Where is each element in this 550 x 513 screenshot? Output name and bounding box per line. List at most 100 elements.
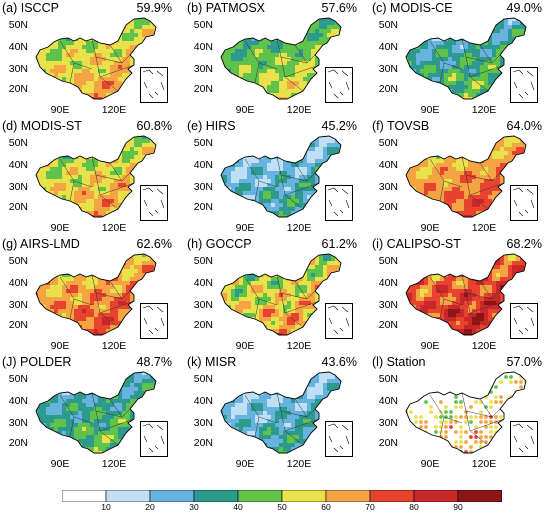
- lon-tick-label: 90E: [415, 458, 445, 470]
- panel-percent: 68.2%: [507, 237, 542, 251]
- panel-percent: 49.0%: [507, 1, 542, 15]
- lat-tick-label: 40N: [372, 160, 398, 170]
- colorbar-swatch: [326, 490, 370, 502]
- panel-percent: 45.2%: [322, 119, 357, 133]
- lon-tick-label: 120E: [99, 104, 129, 116]
- colorbar: [62, 490, 502, 502]
- colorbar-label: 40: [228, 503, 248, 512]
- panel-title: (h) GOCCP: [187, 237, 252, 251]
- lat-tick-label: 30N: [372, 300, 398, 310]
- lat-tick-label: 20N: [372, 438, 398, 448]
- panel-title: (b) PATMOSX: [187, 1, 265, 15]
- panel-title: (c) MODIS-CE: [372, 1, 453, 15]
- lat-tick-label: 50N: [187, 374, 213, 384]
- lat-tick-label: 50N: [2, 374, 28, 384]
- map-panel: (g) AIRS-LMD 62.6% 50N 40N 30N 20N 90E 120E: [2, 237, 172, 355]
- panel-percent: 62.6%: [137, 237, 172, 251]
- lat-tick-label: 20N: [2, 320, 28, 330]
- colorbar-swatch: [106, 490, 150, 502]
- lat-tick-label: 30N: [187, 418, 213, 428]
- lat-tick-label: 30N: [2, 64, 28, 74]
- lon-tick-label: 90E: [230, 340, 260, 352]
- lat-tick-label: 50N: [372, 138, 398, 148]
- lon-tick-label: 120E: [469, 458, 499, 470]
- lon-tick-label: 120E: [284, 458, 314, 470]
- lon-tick-label: 90E: [230, 222, 260, 234]
- colorbar-swatch: [282, 490, 326, 502]
- panel-percent: 43.6%: [322, 355, 357, 369]
- lon-tick-label: 120E: [284, 340, 314, 352]
- panel-percent: 48.7%: [137, 355, 172, 369]
- south-china-sea-inset: [140, 67, 168, 103]
- south-china-sea-inset: [140, 303, 168, 339]
- lat-tick-label: 50N: [372, 20, 398, 30]
- panel-title: (g) AIRS-LMD: [2, 237, 80, 251]
- lat-tick-label: 40N: [372, 396, 398, 406]
- lat-tick-label: 40N: [372, 42, 398, 52]
- lat-tick-label: 30N: [372, 64, 398, 74]
- colorbar-swatch: [238, 490, 282, 502]
- lat-tick-label: 30N: [2, 418, 28, 428]
- panel-title: (k) MISR: [187, 355, 236, 369]
- lon-tick-label: 120E: [469, 340, 499, 352]
- panel-percent: 64.0%: [507, 119, 542, 133]
- lat-tick-label: 50N: [372, 374, 398, 384]
- lat-tick-label: 20N: [187, 320, 213, 330]
- south-china-sea-inset: [140, 421, 168, 457]
- lon-tick-label: 90E: [45, 104, 75, 116]
- lon-tick-label: 120E: [469, 104, 499, 116]
- south-china-sea-inset: [325, 67, 353, 103]
- lat-tick-label: 20N: [372, 202, 398, 212]
- colorbar-swatch: [194, 490, 238, 502]
- panel-percent: 61.2%: [322, 237, 357, 251]
- south-china-sea-inset: [510, 421, 538, 457]
- lon-tick-label: 90E: [415, 104, 445, 116]
- lon-tick-label: 90E: [415, 222, 445, 234]
- lat-tick-label: 30N: [187, 64, 213, 74]
- colorbar-label: 60: [316, 503, 336, 512]
- lat-tick-label: 50N: [187, 20, 213, 30]
- lat-tick-label: 30N: [2, 300, 28, 310]
- south-china-sea-inset: [325, 185, 353, 221]
- lat-tick-label: 30N: [372, 418, 398, 428]
- lon-tick-label: 120E: [469, 222, 499, 234]
- south-china-sea-inset: [510, 185, 538, 221]
- lon-tick-label: 90E: [45, 222, 75, 234]
- lon-tick-label: 120E: [99, 340, 129, 352]
- lat-tick-label: 40N: [187, 278, 213, 288]
- panel-percent: 57.0%: [507, 355, 542, 369]
- south-china-sea-inset: [510, 303, 538, 339]
- lon-tick-label: 90E: [45, 340, 75, 352]
- colorbar-label: 80: [404, 503, 424, 512]
- lat-tick-label: 20N: [372, 84, 398, 94]
- lat-tick-label: 40N: [187, 160, 213, 170]
- lat-tick-label: 50N: [2, 256, 28, 266]
- panel-title: (f) TOVSB: [372, 119, 429, 133]
- lat-tick-label: 30N: [187, 182, 213, 192]
- lat-tick-label: 50N: [187, 138, 213, 148]
- lat-tick-label: 20N: [2, 84, 28, 94]
- colorbar-label: 30: [184, 503, 204, 512]
- lon-tick-label: 90E: [230, 458, 260, 470]
- lat-tick-label: 50N: [2, 20, 28, 30]
- lat-tick-label: 40N: [2, 278, 28, 288]
- lon-tick-label: 90E: [230, 104, 260, 116]
- lat-tick-label: 40N: [2, 396, 28, 406]
- panel-title: (i) CALIPSO-ST: [372, 237, 461, 251]
- lat-tick-label: 50N: [372, 256, 398, 266]
- lat-tick-label: 40N: [372, 278, 398, 288]
- colorbar-swatch: [414, 490, 458, 502]
- lat-tick-label: 50N: [187, 256, 213, 266]
- lon-tick-label: 90E: [45, 458, 75, 470]
- colorbar-swatch: [150, 490, 194, 502]
- colorbar-label: 10: [96, 503, 116, 512]
